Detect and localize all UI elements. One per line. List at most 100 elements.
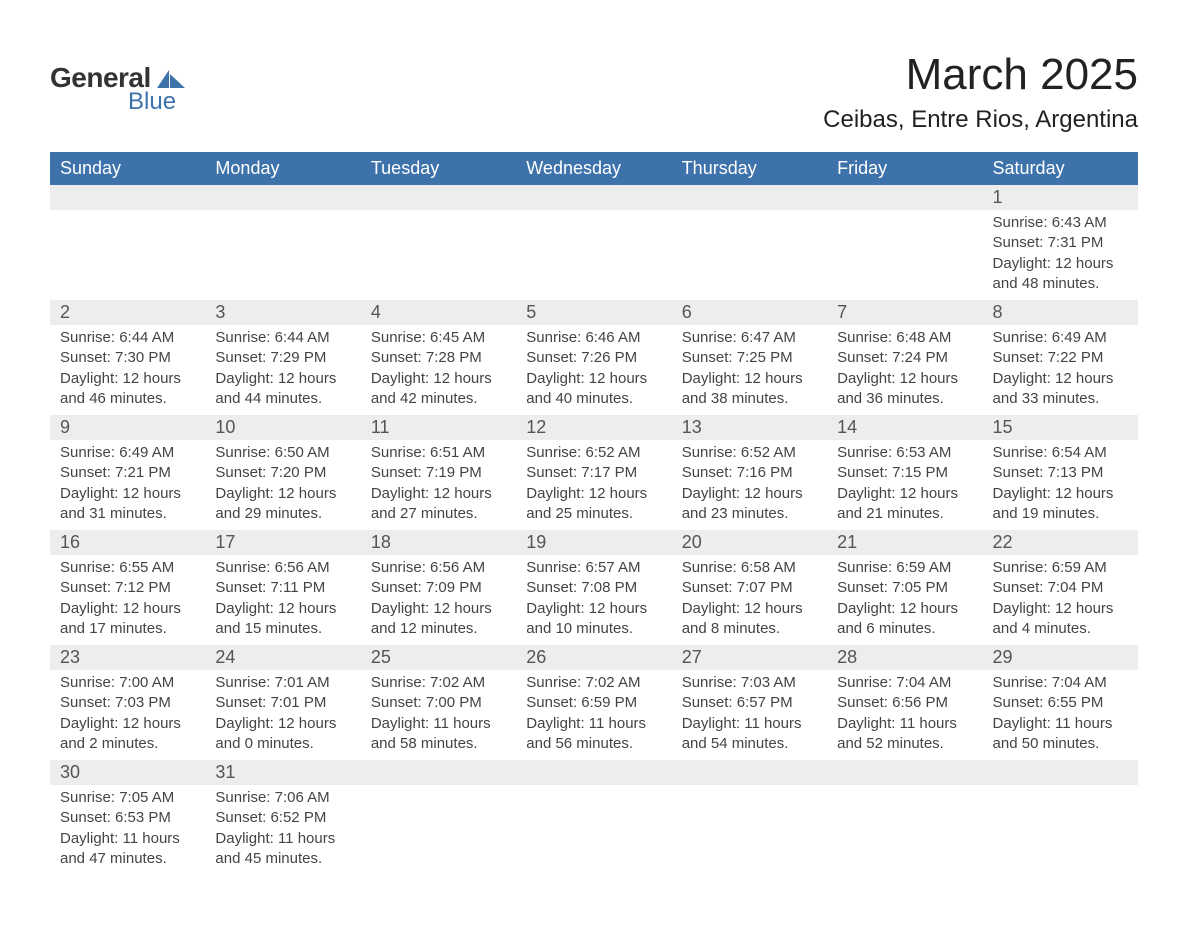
day-number: 4 xyxy=(361,300,516,325)
day-daylight2: and 36 minutes. xyxy=(837,389,972,409)
day-content-cell: Sunrise: 6:59 AMSunset: 7:04 PMDaylight:… xyxy=(983,555,1138,645)
day-content: Sunrise: 7:01 AMSunset: 7:01 PMDaylight:… xyxy=(205,670,360,760)
day-daylight2: and 52 minutes. xyxy=(837,734,972,754)
day-daylight1: Daylight: 12 hours xyxy=(837,599,972,619)
day-content-cell xyxy=(516,210,671,300)
day-sunset: Sunset: 7:05 PM xyxy=(837,578,972,598)
day-daylight1: Daylight: 11 hours xyxy=(837,714,972,734)
day-content-cell: Sunrise: 6:52 AMSunset: 7:16 PMDaylight:… xyxy=(672,440,827,530)
day-daylight1: Daylight: 12 hours xyxy=(526,484,661,504)
day-sunset: Sunset: 6:52 PM xyxy=(215,808,350,828)
day-number-cell: 16 xyxy=(50,530,205,555)
day-content: Sunrise: 6:58 AMSunset: 7:07 PMDaylight:… xyxy=(672,555,827,645)
day-content-cell: Sunrise: 6:56 AMSunset: 7:11 PMDaylight:… xyxy=(205,555,360,645)
day-sunset: Sunset: 7:08 PM xyxy=(526,578,661,598)
day-sunset: Sunset: 7:24 PM xyxy=(837,348,972,368)
day-daylight2: and 17 minutes. xyxy=(60,619,195,639)
day-daylight1: Daylight: 12 hours xyxy=(682,484,817,504)
day-daylight1: Daylight: 12 hours xyxy=(60,484,195,504)
day-content: Sunrise: 7:02 AMSunset: 6:59 PMDaylight:… xyxy=(516,670,671,760)
day-sunset: Sunset: 7:28 PM xyxy=(371,348,506,368)
day-sunrise: Sunrise: 6:57 AM xyxy=(526,558,661,578)
day-content-cell: Sunrise: 6:49 AMSunset: 7:21 PMDaylight:… xyxy=(50,440,205,530)
day-content: Sunrise: 7:05 AMSunset: 6:53 PMDaylight:… xyxy=(50,785,205,875)
day-number: 19 xyxy=(516,530,671,555)
day-daylight2: and 31 minutes. xyxy=(60,504,195,524)
day-number-cell: 4 xyxy=(361,300,516,325)
day-daylight1: Daylight: 12 hours xyxy=(837,484,972,504)
logo-mark-icon xyxy=(157,68,185,88)
day-content-cell: Sunrise: 6:56 AMSunset: 7:09 PMDaylight:… xyxy=(361,555,516,645)
day-number-cell xyxy=(983,760,1138,785)
day-number: 8 xyxy=(983,300,1138,325)
day-daylight1: Daylight: 12 hours xyxy=(837,369,972,389)
day-number-cell xyxy=(672,760,827,785)
month-title: March 2025 xyxy=(823,50,1138,100)
day-daylight2: and 58 minutes. xyxy=(371,734,506,754)
day-content-cell xyxy=(361,785,516,875)
day-daylight1: Daylight: 11 hours xyxy=(682,714,817,734)
day-daylight2: and 33 minutes. xyxy=(993,389,1128,409)
day-daylight2: and 15 minutes. xyxy=(215,619,350,639)
day-content: Sunrise: 6:49 AMSunset: 7:22 PMDaylight:… xyxy=(983,325,1138,415)
day-number: 20 xyxy=(672,530,827,555)
day-daylight1: Daylight: 12 hours xyxy=(993,369,1128,389)
day-daylight2: and 23 minutes. xyxy=(682,504,817,524)
day-content: Sunrise: 6:59 AMSunset: 7:04 PMDaylight:… xyxy=(983,555,1138,645)
day-content-cell: Sunrise: 7:05 AMSunset: 6:53 PMDaylight:… xyxy=(50,785,205,875)
day-number-cell: 26 xyxy=(516,645,671,670)
day-content-cell xyxy=(361,210,516,300)
day-content: Sunrise: 6:45 AMSunset: 7:28 PMDaylight:… xyxy=(361,325,516,415)
day-number-cell: 24 xyxy=(205,645,360,670)
day-sunrise: Sunrise: 6:43 AM xyxy=(993,213,1128,233)
week-daynum-row: 23242526272829 xyxy=(50,645,1138,670)
day-sunset: Sunset: 7:00 PM xyxy=(371,693,506,713)
day-daylight1: Daylight: 11 hours xyxy=(215,829,350,849)
day-number-cell: 23 xyxy=(50,645,205,670)
day-sunrise: Sunrise: 6:55 AM xyxy=(60,558,195,578)
day-sunrise: Sunrise: 6:53 AM xyxy=(837,443,972,463)
day-number: 26 xyxy=(516,645,671,670)
day-daylight2: and 38 minutes. xyxy=(682,389,817,409)
day-number: 22 xyxy=(983,530,1138,555)
day-content-cell: Sunrise: 6:44 AMSunset: 7:29 PMDaylight:… xyxy=(205,325,360,415)
day-number-cell: 28 xyxy=(827,645,982,670)
day-content: Sunrise: 6:47 AMSunset: 7:25 PMDaylight:… xyxy=(672,325,827,415)
day-content-cell xyxy=(983,785,1138,875)
day-number: 29 xyxy=(983,645,1138,670)
day-daylight2: and 40 minutes. xyxy=(526,389,661,409)
day-daylight1: Daylight: 12 hours xyxy=(682,369,817,389)
day-daylight2: and 12 minutes. xyxy=(371,619,506,639)
day-number: 1 xyxy=(983,185,1138,210)
day-sunrise: Sunrise: 6:44 AM xyxy=(215,328,350,348)
day-number-cell xyxy=(827,760,982,785)
day-content-cell: Sunrise: 6:52 AMSunset: 7:17 PMDaylight:… xyxy=(516,440,671,530)
week-daynum-row: 1 xyxy=(50,185,1138,210)
day-content-cell: Sunrise: 6:49 AMSunset: 7:22 PMDaylight:… xyxy=(983,325,1138,415)
week-content-row: Sunrise: 6:49 AMSunset: 7:21 PMDaylight:… xyxy=(50,440,1138,530)
week-content-row: Sunrise: 7:05 AMSunset: 6:53 PMDaylight:… xyxy=(50,785,1138,875)
day-content: Sunrise: 6:53 AMSunset: 7:15 PMDaylight:… xyxy=(827,440,982,530)
day-number-cell xyxy=(516,185,671,210)
day-content-cell xyxy=(827,210,982,300)
day-content-cell: Sunrise: 6:53 AMSunset: 7:15 PMDaylight:… xyxy=(827,440,982,530)
day-number-cell: 6 xyxy=(672,300,827,325)
day-daylight1: Daylight: 12 hours xyxy=(526,599,661,619)
day-number-cell: 21 xyxy=(827,530,982,555)
day-number: 23 xyxy=(50,645,205,670)
day-sunrise: Sunrise: 6:49 AM xyxy=(60,443,195,463)
day-content-cell xyxy=(50,210,205,300)
day-header-friday: Friday xyxy=(827,152,982,185)
day-sunrise: Sunrise: 6:52 AM xyxy=(682,443,817,463)
day-number: 9 xyxy=(50,415,205,440)
day-content-cell: Sunrise: 7:01 AMSunset: 7:01 PMDaylight:… xyxy=(205,670,360,760)
day-daylight2: and 45 minutes. xyxy=(215,849,350,869)
day-header-saturday: Saturday xyxy=(983,152,1138,185)
day-number: 17 xyxy=(205,530,360,555)
week-content-row: Sunrise: 7:00 AMSunset: 7:03 PMDaylight:… xyxy=(50,670,1138,760)
day-daylight1: Daylight: 12 hours xyxy=(215,484,350,504)
day-number-cell: 19 xyxy=(516,530,671,555)
day-sunset: Sunset: 7:09 PM xyxy=(371,578,506,598)
day-content: Sunrise: 6:55 AMSunset: 7:12 PMDaylight:… xyxy=(50,555,205,645)
day-content-cell: Sunrise: 7:04 AMSunset: 6:56 PMDaylight:… xyxy=(827,670,982,760)
